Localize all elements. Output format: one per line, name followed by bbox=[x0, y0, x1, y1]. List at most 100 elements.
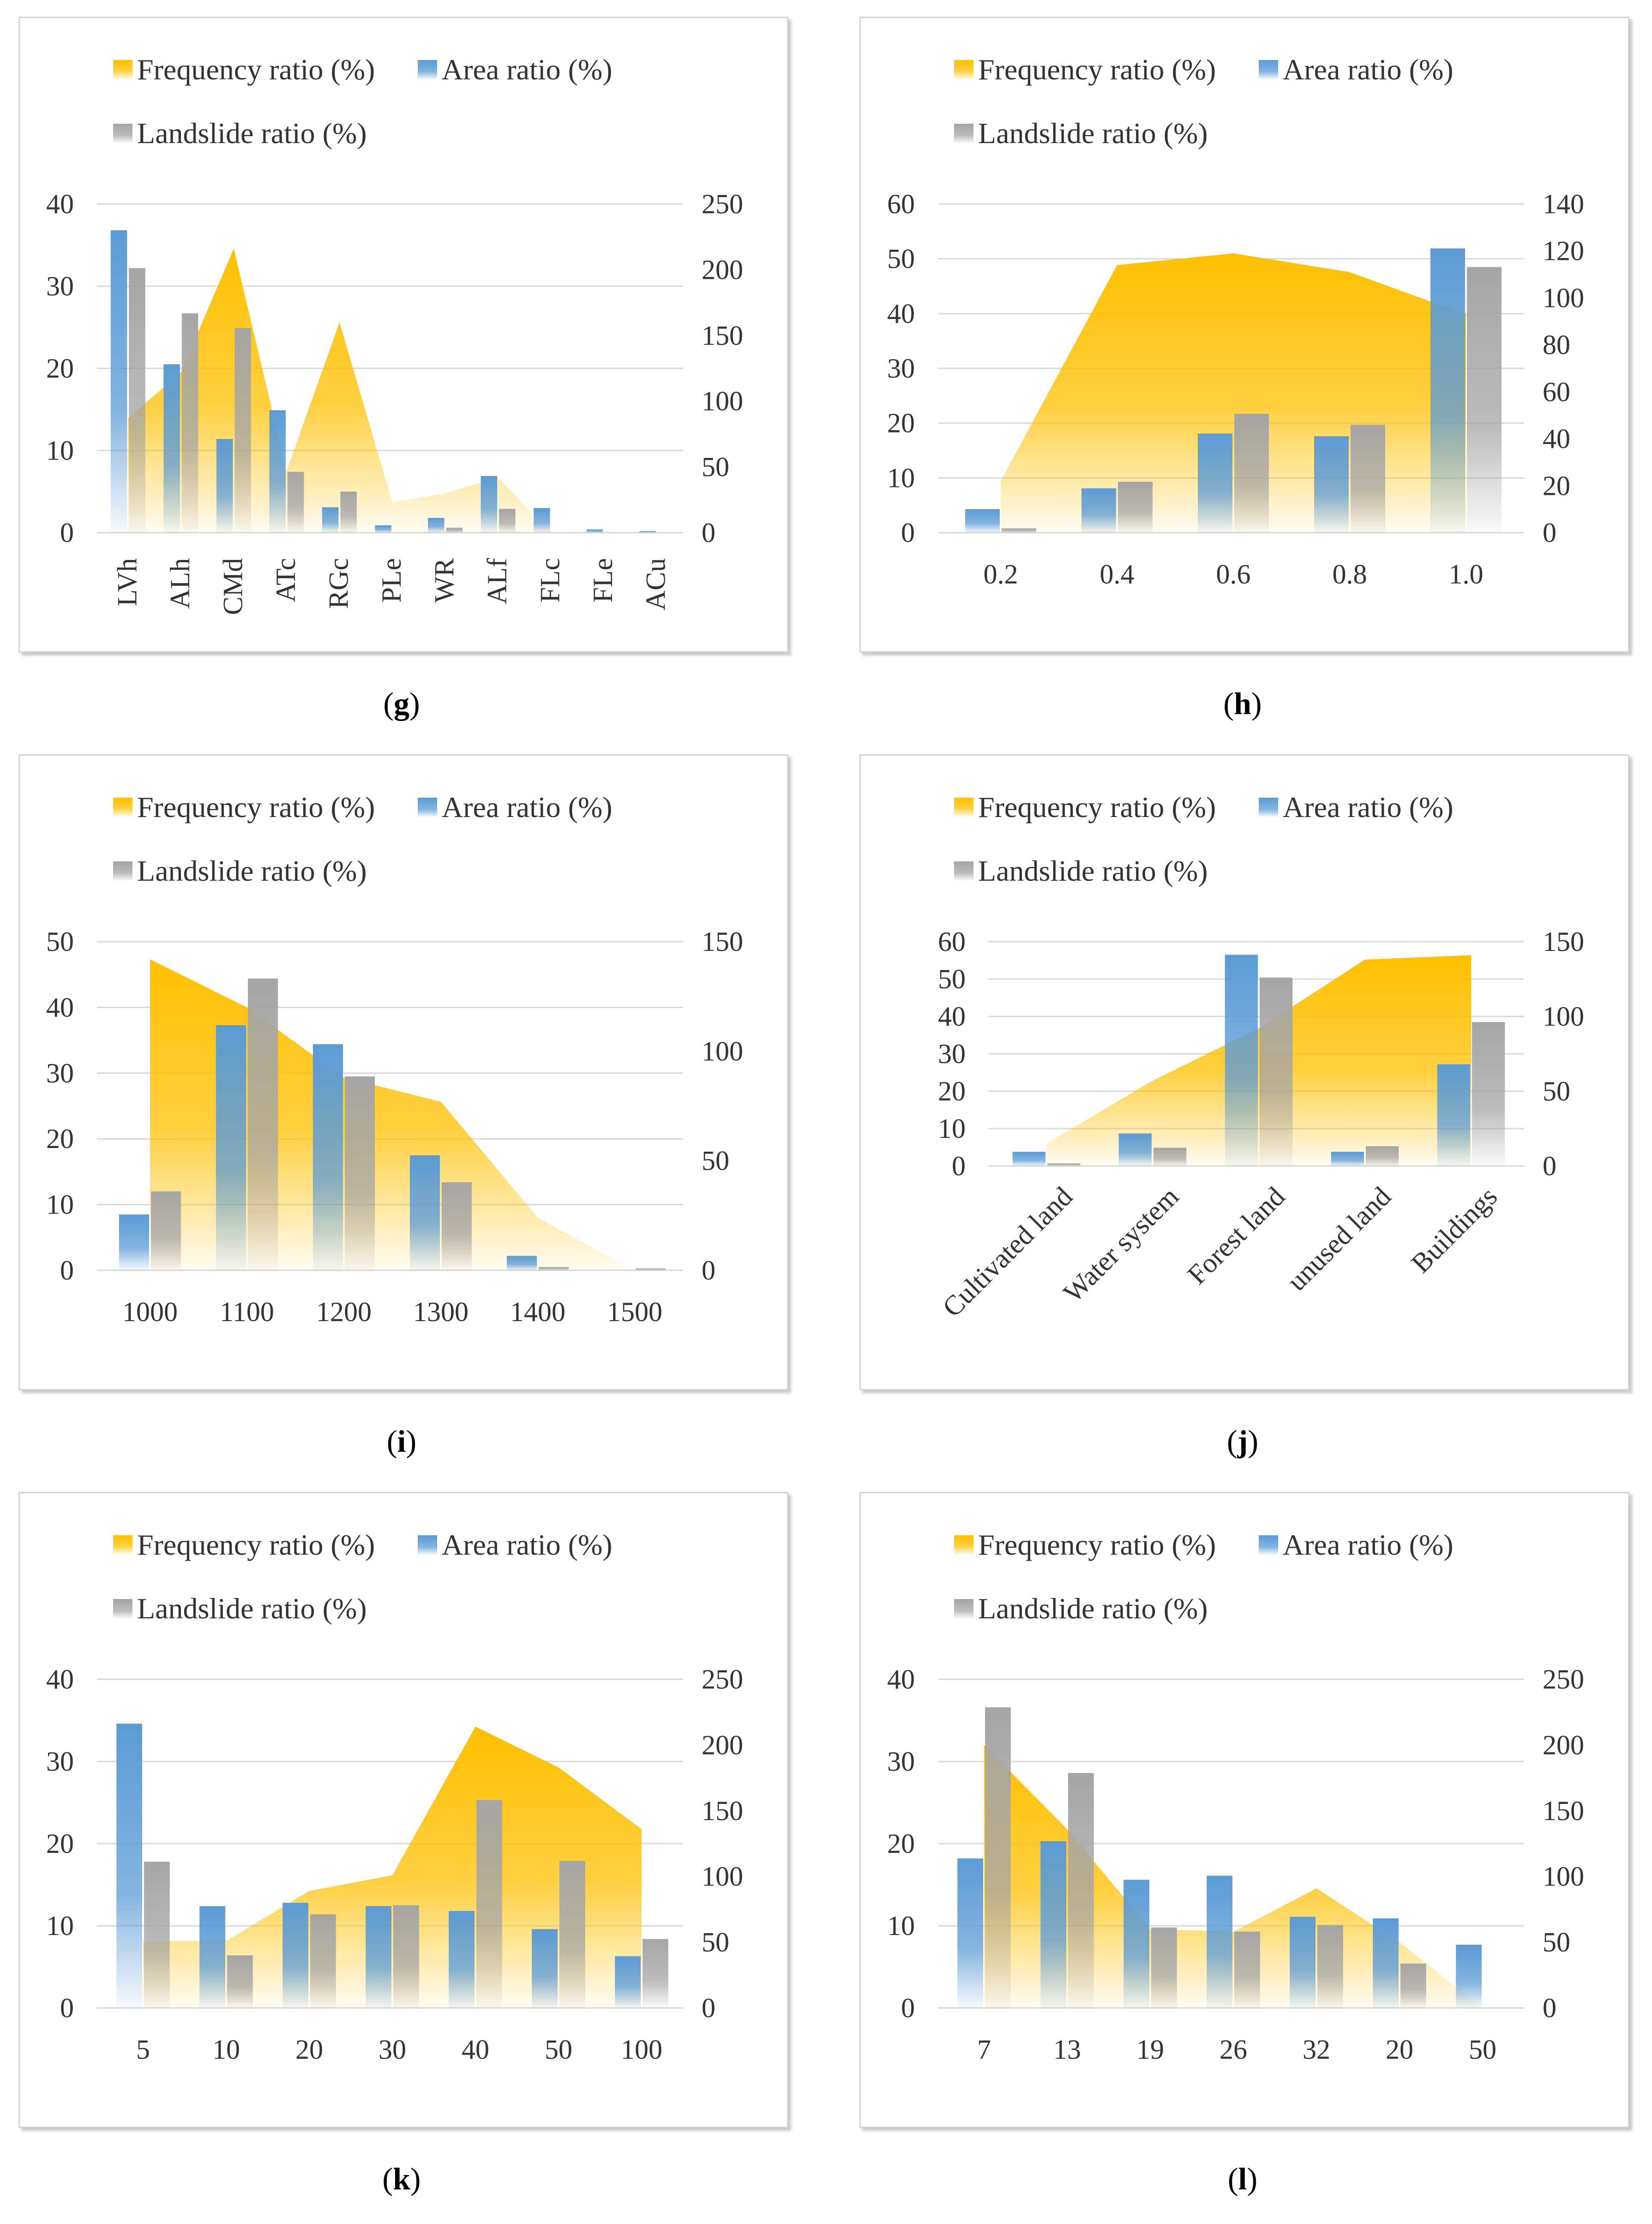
bar-area-ratio bbox=[1123, 1880, 1149, 2008]
y-left-tick-label: 10 bbox=[887, 463, 915, 493]
y-left-tick-label: 60 bbox=[887, 189, 915, 219]
panel-caption-letter: k bbox=[393, 2161, 410, 2196]
legend-label-frequency: Frequency ratio (%) bbox=[978, 791, 1216, 823]
legend-label-landslide: Landslide ratio (%) bbox=[137, 1592, 367, 1625]
bar-landslide-ratio bbox=[446, 528, 463, 533]
y-left-tick-label: 10 bbox=[887, 1911, 915, 1941]
legend-swatch-area bbox=[1259, 60, 1278, 79]
y-right-tick-label: 150 bbox=[702, 1796, 743, 1826]
bar-landslide-ratio bbox=[643, 1939, 668, 2008]
bar-area-ratio bbox=[1290, 1917, 1316, 2008]
y-left-tick-label: 10 bbox=[46, 1911, 74, 1941]
bar-area-ratio bbox=[506, 1256, 537, 1270]
x-tick-label: 40 bbox=[462, 2034, 489, 2065]
chart-frame bbox=[18, 17, 788, 653]
legend-label-landslide: Landslide ratio (%) bbox=[978, 1592, 1208, 1625]
panel-caption-letter: h bbox=[1234, 686, 1251, 721]
x-tick-label: unused land bbox=[1281, 1181, 1397, 1297]
y-left-tick-label: 40 bbox=[46, 1664, 74, 1695]
bar-landslide-ratio bbox=[1118, 481, 1153, 533]
legend-swatch-landslide bbox=[113, 861, 132, 881]
bar-landslide-ratio bbox=[1002, 528, 1036, 533]
bar-area-ratio bbox=[1314, 436, 1349, 533]
bar-area-ratio bbox=[957, 1858, 983, 2008]
bar-area-ratio bbox=[1225, 955, 1258, 1166]
y-left-tick-label: 30 bbox=[887, 353, 915, 384]
y-right-tick-label: 250 bbox=[702, 189, 743, 219]
x-tick-label: 0.2 bbox=[984, 559, 1018, 589]
legend-label-frequency: Frequency ratio (%) bbox=[137, 1528, 375, 1561]
y-left-tick-label: 40 bbox=[46, 189, 74, 219]
y-right-tick-label: 50 bbox=[702, 1146, 729, 1176]
bar-area-ratio bbox=[110, 230, 127, 533]
chart-svg-k: Frequency ratio (%) Area ratio (%) Landsli… bbox=[46, 1528, 743, 2065]
bar-area-ratio bbox=[639, 531, 656, 533]
bar-landslide-ratio bbox=[340, 492, 357, 533]
y-left-tick-label: 40 bbox=[887, 298, 915, 329]
panel-caption-h: (h) bbox=[1223, 686, 1262, 721]
frequency-ratio-area bbox=[1001, 253, 1466, 533]
bar-area-ratio bbox=[1081, 488, 1116, 533]
bar-landslide-ratio bbox=[636, 1268, 666, 1270]
bar-landslide-ratio bbox=[1351, 425, 1385, 533]
bar-landslide-ratio bbox=[1153, 1148, 1187, 1166]
bar-area-ratio bbox=[449, 1911, 475, 2008]
x-tick-label: 10 bbox=[212, 2034, 240, 2065]
y-left-tick-label: 30 bbox=[887, 1746, 915, 1777]
y-right-tick-label: 150 bbox=[702, 926, 743, 957]
x-tick-label: WR bbox=[429, 558, 460, 603]
x-tick-label: CMd bbox=[217, 558, 248, 615]
x-tick-label: 1000 bbox=[122, 1297, 178, 1327]
y-right-tick-label: 0 bbox=[1543, 1993, 1556, 2023]
chart-panel-k: Frequency ratio (%) Area ratio (%) Landsli… bbox=[18, 1492, 788, 2128]
x-tick-label: LVh bbox=[112, 558, 142, 606]
legend-label-landslide: Landslide ratio (%) bbox=[137, 854, 367, 887]
x-tick-label: 32 bbox=[1303, 2034, 1330, 2065]
legend-swatch-area bbox=[1259, 798, 1278, 817]
panel-caption-letter: l bbox=[1238, 2161, 1247, 2196]
x-tick-label: Buildings bbox=[1405, 1181, 1503, 1279]
bar-area-ratio bbox=[199, 1906, 225, 2008]
legend-label-frequency: Frequency ratio (%) bbox=[137, 791, 375, 823]
x-tick-label: FLc bbox=[535, 558, 565, 603]
bar-area-ratio bbox=[119, 1214, 149, 1270]
x-tick-label: 1500 bbox=[607, 1297, 662, 1327]
legend-label-area: Area ratio (%) bbox=[442, 53, 613, 86]
x-tick-label: 20 bbox=[295, 2034, 323, 2065]
y-right-tick-label: 100 bbox=[702, 1036, 743, 1066]
panel-caption-k: (k) bbox=[382, 2161, 421, 2196]
y-right-tick-label: 0 bbox=[702, 517, 715, 548]
bar-landslide-ratio bbox=[1047, 1163, 1081, 1166]
bar-landslide-ratio bbox=[310, 1914, 336, 2008]
y-right-tick-label: 200 bbox=[702, 1730, 743, 1760]
bar-area-ratio bbox=[615, 1956, 641, 2008]
bar-landslide-ratio bbox=[393, 1905, 419, 2008]
x-tick-label: 1400 bbox=[510, 1297, 565, 1327]
legend-swatch-landslide bbox=[954, 1599, 973, 1618]
y-left-tick-label: 20 bbox=[887, 1828, 915, 1859]
y-right-tick-label: 250 bbox=[702, 1664, 743, 1695]
x-tick-label: 20 bbox=[1386, 2034, 1413, 2065]
x-tick-label: ALh bbox=[165, 558, 195, 609]
legend-label-landslide: Landslide ratio (%) bbox=[978, 854, 1208, 887]
bar-landslide-ratio bbox=[287, 472, 304, 533]
bar-area-ratio bbox=[366, 1906, 391, 2008]
y-right-tick-label: 0 bbox=[1543, 517, 1556, 548]
y-left-tick-label: 20 bbox=[46, 1828, 74, 1859]
x-tick-label: 7 bbox=[977, 2034, 991, 2065]
bar-landslide-ratio bbox=[499, 509, 516, 533]
frequency-ratio-area bbox=[143, 1726, 642, 2008]
chart-panel-g: Frequency ratio (%) Area ratio (%) Landsli… bbox=[18, 17, 788, 653]
x-tick-label: ATc bbox=[270, 558, 301, 602]
bar-area-ratio bbox=[216, 439, 233, 533]
bar-landslide-ratio bbox=[227, 1955, 253, 2008]
y-right-tick-label: 20 bbox=[1543, 470, 1570, 501]
bar-area-ratio bbox=[269, 410, 286, 533]
bar-area-ratio bbox=[116, 1724, 142, 2008]
bar-area-ratio bbox=[1456, 1944, 1482, 2008]
legend-swatch-frequency bbox=[113, 798, 132, 817]
bar-area-ratio bbox=[428, 517, 445, 533]
panel-caption-letter: j bbox=[1237, 1424, 1248, 1459]
y-left-tick-label: 50 bbox=[938, 964, 966, 994]
x-tick-label: FLe bbox=[588, 558, 618, 603]
